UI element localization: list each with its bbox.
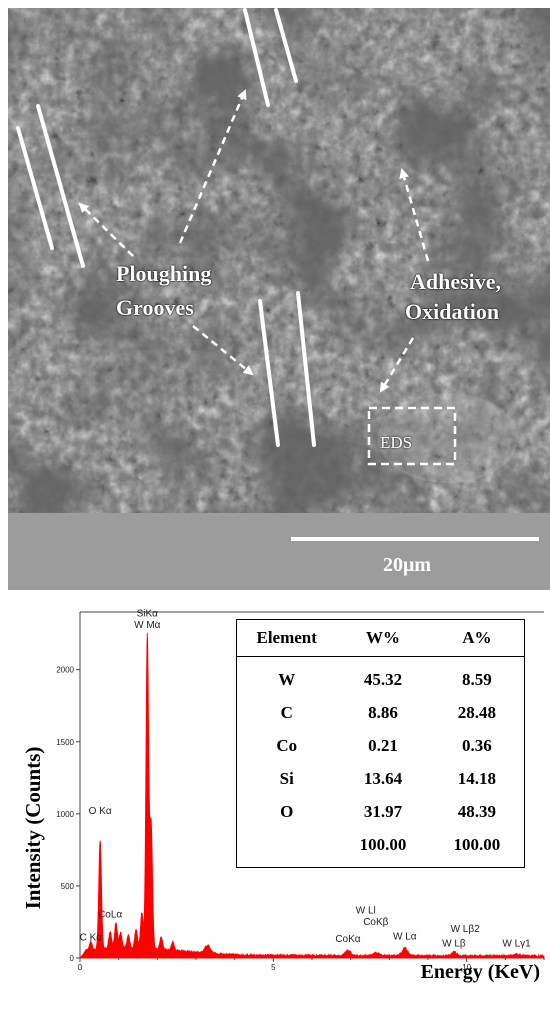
cell-atomic: 8.59	[461, 669, 492, 689]
sem-texture	[8, 8, 550, 513]
cell-atomic: 0.36	[461, 735, 492, 755]
grooves-label: Grooves	[116, 295, 194, 320]
x-tick-label: 0	[78, 963, 83, 972]
header-atomic-percent: A%	[429, 619, 525, 657]
eds-box-label: EDS	[380, 433, 413, 452]
cell-weight: 31.97	[363, 801, 403, 821]
table-header-row: Element W% A%	[236, 619, 525, 657]
cell-element: C	[280, 702, 293, 722]
scale-bar	[291, 537, 539, 541]
groove-line	[36, 104, 85, 268]
spectrum-series	[79, 632, 545, 959]
eds-box	[367, 406, 457, 466]
groove-line	[243, 8, 270, 107]
cell-atomic: 14.18	[457, 768, 496, 788]
peak-label: C Kα	[80, 933, 103, 944]
y-tick-label: 2000	[56, 666, 74, 675]
peak-label: W Lβ	[442, 938, 466, 949]
peak-label: O Kα	[89, 806, 112, 817]
cell-atomic: 48.39	[457, 801, 496, 821]
cell-atomic: 28.48	[457, 702, 496, 722]
cell-element: W	[278, 669, 296, 689]
cell-weight: 45.32	[363, 669, 403, 689]
groove-line	[296, 291, 316, 447]
chart-ticks: 0 500 1000 1500 2000 0 5 10	[56, 666, 545, 972]
y-tick-label: 500	[61, 882, 75, 891]
cell-element: Co	[276, 735, 298, 755]
composition-table: Element W% A% W 45.32 8.59 C 8.86 28.48 …	[236, 619, 525, 868]
y-tick-label: 1500	[56, 738, 74, 747]
table-row: C 8.86 28.48	[237, 696, 525, 729]
eds-spectrum-panel: 0 500 1000 1500 2000 0 5 10 SiKα W Mα O Kα CoLα C K…	[0, 596, 550, 1012]
arrow-to-left-groove	[78, 202, 134, 257]
peak-label: SiKα	[137, 608, 159, 619]
arrow-to-center-groove	[192, 325, 254, 376]
cell-element	[237, 828, 337, 868]
header-weight-percent: W%	[336, 619, 430, 657]
arrow-to-top-groove	[178, 89, 247, 244]
scale-bar-label: 20μm	[383, 554, 431, 576]
peak-label: CoKβ	[363, 917, 388, 928]
peak-label: CoKα	[335, 934, 360, 945]
oxidation-label: Oxidation	[405, 299, 500, 324]
peak-label: CoLα	[98, 910, 122, 921]
header-element: Element	[236, 619, 337, 657]
y-axis-title: Intensity (Counts)	[21, 747, 45, 910]
peak-label: W Lβ2	[451, 924, 481, 935]
scale-strip: 20μm	[8, 513, 550, 590]
peak-label: W Lγ1	[502, 938, 531, 949]
peak-label: W Mα	[134, 620, 161, 631]
peak-label: W Ll	[356, 905, 376, 916]
x-axis-title: Energy (KeV)	[420, 961, 540, 983]
groove-line	[258, 299, 280, 447]
ploughing-label: Ploughing	[116, 261, 212, 286]
cell-weight-total: 100.00	[359, 834, 407, 854]
table-row: O 31.97 48.39	[237, 795, 525, 828]
table-row: Si 13.64 14.18	[237, 762, 525, 795]
cell-atomic-total: 100.00	[453, 834, 501, 854]
groove-line	[274, 8, 298, 83]
peak-label: W Lα	[393, 931, 417, 942]
cell-element: O	[280, 801, 294, 821]
arrow-to-dark-region	[399, 168, 430, 262]
x-tick-label: 5	[271, 963, 276, 972]
y-tick-label: 0	[70, 954, 75, 963]
table-row: Co 0.21 0.36	[237, 729, 525, 762]
sem-annotation-overlay	[16, 8, 457, 466]
arrow-to-eds-region	[379, 337, 415, 393]
spectrum-area	[79, 632, 545, 959]
cell-weight: 0.21	[368, 735, 398, 755]
cell-weight: 13.64	[363, 768, 403, 788]
table-total-row: 100.00 100.00	[237, 828, 525, 868]
table-row: W 45.32 8.59	[237, 657, 525, 697]
cell-element: Si	[279, 768, 294, 788]
x-tick-label: 10	[462, 963, 471, 972]
groove-line	[16, 126, 54, 250]
y-tick-label: 1000	[56, 810, 74, 819]
adhesive-label: Adhesive,	[410, 269, 502, 294]
sem-micrograph: Ploughing Grooves Adhesive, Oxidation ED…	[8, 8, 550, 590]
cell-weight: 8.86	[368, 702, 398, 722]
